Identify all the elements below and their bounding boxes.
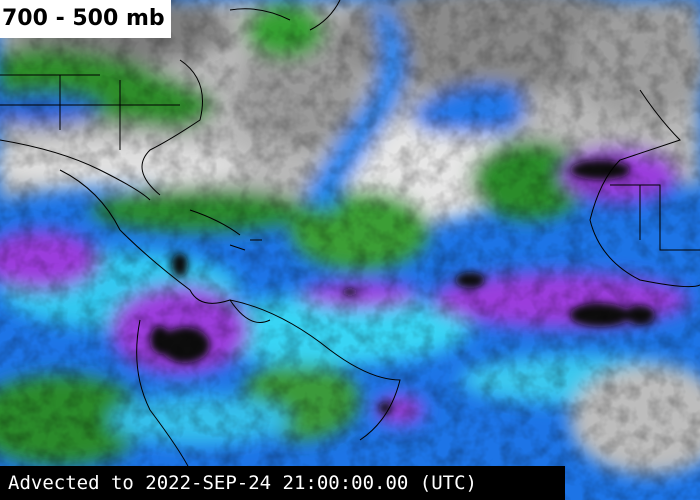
timestamp-bar: Advected to 2022-SEP-24 21:00:00.00 (UTC… — [0, 466, 565, 500]
layer-title: 700 - 500 mb — [0, 0, 171, 38]
coastlines — [0, 0, 700, 471]
